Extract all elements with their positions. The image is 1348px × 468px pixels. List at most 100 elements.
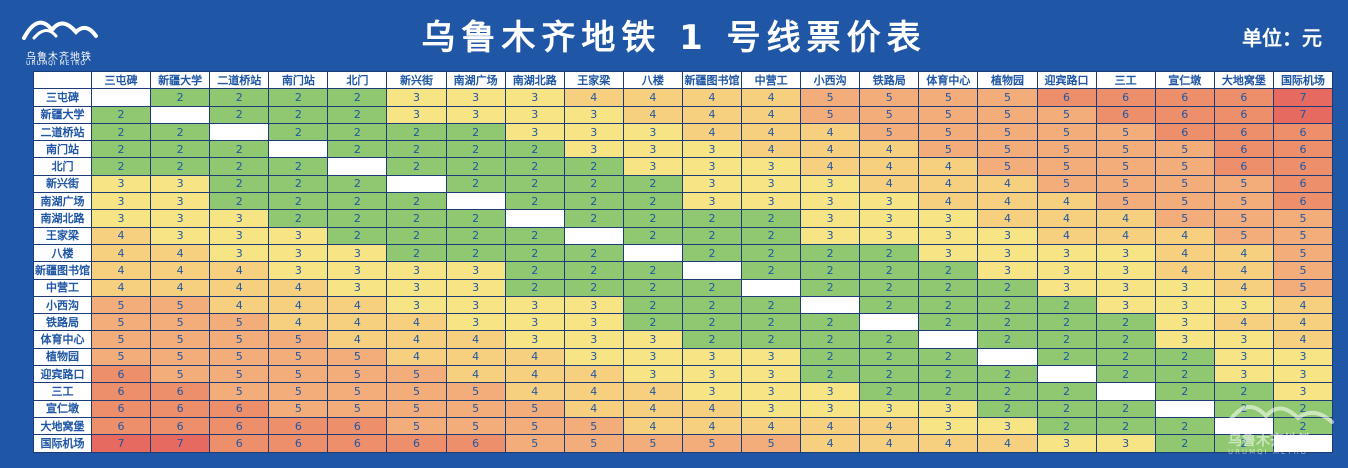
fare-cell: 2: [268, 88, 329, 107]
fare-cell: 4: [386, 313, 447, 332]
fare-cell: 4: [800, 416, 861, 436]
fare-cell: 2: [150, 122, 211, 142]
fare-cell: 5: [327, 399, 388, 418]
fare-cell: 5: [1095, 140, 1156, 159]
table-row: 三工 6 6 5 5 5 5 5 4 4 4 3 3 3 2 2 2 2 2 2 3: [33, 382, 1334, 401]
fare-cell: 3: [563, 105, 624, 124]
fare-cell: 4: [268, 295, 329, 315]
fare-cell: 4: [859, 157, 920, 176]
fare-cell: 3: [681, 382, 743, 401]
fare-cell: 2: [1154, 416, 1215, 436]
fare-cell: 4: [386, 347, 447, 367]
row-header: 新疆大学: [33, 105, 92, 124]
fare-cell: 5: [1154, 157, 1215, 176]
fare-cell: 3: [504, 105, 565, 124]
fare-cell: 6: [1272, 192, 1334, 211]
fare-cell: 2: [386, 226, 447, 245]
fare-cell: 5: [209, 382, 270, 401]
fare-cell: 5: [1272, 261, 1334, 280]
fare-cell: 2: [268, 209, 329, 228]
fare-cell: 3: [150, 192, 211, 211]
fare-cell: 3: [268, 243, 329, 263]
fare-cell: 2: [859, 382, 920, 401]
fare-cell: 2: [327, 192, 388, 211]
fare-cell: 3: [741, 382, 802, 401]
self-cell: [741, 278, 802, 297]
fare-cell: 3: [1154, 278, 1215, 297]
fare-cell: 5: [150, 365, 211, 384]
fare-cell: 2: [150, 88, 211, 107]
fare-cell: 3: [209, 243, 270, 263]
column-header: 北门: [327, 70, 388, 90]
fare-cell: 2: [1095, 330, 1156, 349]
fare-cell: 4: [327, 330, 388, 349]
fare-cell: 5: [977, 157, 1038, 176]
fare-cell: 2: [741, 209, 802, 228]
fare-cell: 2: [563, 261, 624, 280]
fare-cell: 4: [90, 278, 152, 297]
fare-cell: 5: [1095, 157, 1156, 176]
fare-cell: 5: [1272, 209, 1334, 228]
fare-cell: 3: [918, 209, 979, 228]
fare-cell: 2: [977, 313, 1038, 332]
fare-cell: 2: [681, 209, 743, 228]
column-header: 迎宾路口: [1036, 70, 1097, 90]
watermark-subtext: URUMQI METRO: [1228, 448, 1309, 456]
fare-cell: 4: [90, 261, 152, 280]
column-header: 南湖广场: [445, 70, 506, 90]
fare-cell: 2: [800, 313, 861, 332]
self-cell: [1036, 365, 1097, 384]
fare-cell: 3: [681, 365, 743, 384]
fare-cell: 5: [918, 140, 979, 159]
mountain-logo-watermark-icon: [1224, 405, 1334, 428]
fare-cell: 6: [90, 399, 152, 418]
fare-cell: 5: [859, 105, 920, 124]
fare-cell: 3: [741, 399, 802, 418]
column-header: 新兴街: [386, 70, 447, 90]
fare-cell: 2: [327, 209, 388, 228]
fare-cell: 2: [209, 140, 270, 159]
fare-cell: 3: [327, 261, 388, 280]
fare-cell: 3: [741, 157, 802, 176]
table-row: 新兴街 3 3 2 2 2 2 2 2 2 3 3 3 4 4 4 5 5 5 5 6: [33, 174, 1334, 194]
fare-cell: 4: [741, 122, 802, 142]
table-row: 大地窝堡 6 6 6 6 6 5 5 5 5 4 4 4 4 4 3 3 2 2 2 2: [33, 416, 1334, 436]
fare-cell: 5: [859, 88, 920, 107]
fare-cell: 3: [268, 226, 329, 245]
fare-cell: 2: [741, 243, 802, 263]
fare-cell: 2: [504, 243, 565, 263]
fare-cell: 3: [1095, 278, 1156, 297]
fare-cell: 6: [209, 399, 270, 418]
table-row: 国际机场 7 7 6 6 6 6 6 5 5 5 5 5 4 4 4 4 3 3 2 2: [33, 434, 1334, 453]
table-row: 体育中心 5 5 5 5 4 4 4 3 3 3 2 2 2 2 2 2 2 3 3 4: [33, 330, 1334, 349]
fare-cell: 7: [1272, 105, 1334, 124]
fare-cell: 2: [386, 140, 447, 159]
self-cell: [445, 192, 506, 211]
fare-cell: 2: [741, 226, 802, 245]
fare-cell: 2: [681, 295, 743, 315]
fare-cell: 2: [327, 122, 388, 142]
self-cell: [918, 330, 979, 349]
column-header: 铁路局: [859, 70, 920, 90]
fare-cell: 6: [1213, 88, 1274, 107]
fare-cell: 5: [150, 295, 211, 315]
table-row: 新疆大学 2 2 2 2 3 3 3 3 4 4 4 5 5 5 5 5 6 6 6 7: [33, 105, 1334, 124]
fare-cell: 5: [563, 434, 624, 453]
fare-cell: 2: [918, 313, 979, 332]
fare-cell: 6: [386, 434, 447, 453]
fare-cell: 5: [1095, 174, 1156, 194]
fare-cell: 3: [859, 209, 920, 228]
fare-cell: 3: [918, 399, 979, 418]
fare-cell: 2: [1036, 313, 1097, 332]
fare-cell: 3: [150, 174, 211, 194]
fare-cell: 3: [1095, 295, 1156, 315]
fare-cell: 3: [504, 122, 565, 142]
fare-cell: 4: [209, 295, 270, 315]
fare-cell: 2: [504, 140, 565, 159]
fare-cell: 6: [1272, 174, 1334, 194]
fare-cell: 2: [504, 278, 565, 297]
fare-cell: 2: [90, 157, 152, 176]
fare-cell: 3: [741, 347, 802, 367]
fare-cell: 4: [800, 434, 861, 453]
fare-cell: 2: [681, 313, 743, 332]
